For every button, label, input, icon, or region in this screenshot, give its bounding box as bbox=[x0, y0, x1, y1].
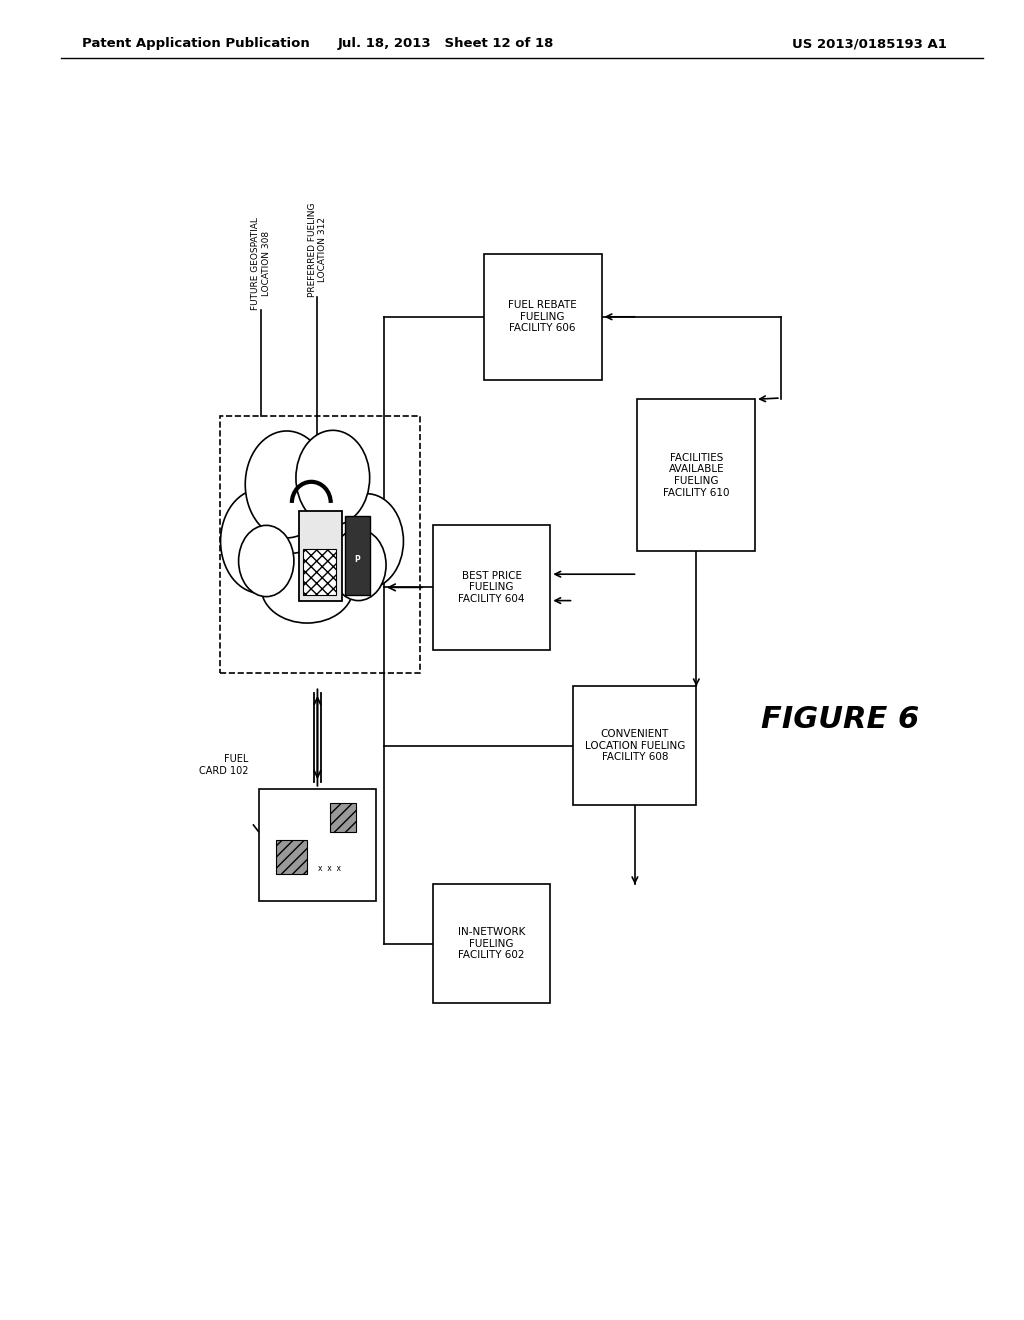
Ellipse shape bbox=[239, 525, 294, 597]
FancyBboxPatch shape bbox=[573, 686, 696, 805]
FancyBboxPatch shape bbox=[276, 840, 307, 874]
Ellipse shape bbox=[250, 457, 365, 605]
Ellipse shape bbox=[220, 488, 302, 594]
Ellipse shape bbox=[261, 552, 353, 623]
Text: US 2013/0185193 A1: US 2013/0185193 A1 bbox=[793, 37, 947, 50]
Text: CONVENIENT
LOCATION FUELING
FACILITY 608: CONVENIENT LOCATION FUELING FACILITY 608 bbox=[585, 729, 685, 763]
Ellipse shape bbox=[296, 430, 370, 525]
FancyBboxPatch shape bbox=[299, 511, 342, 601]
Text: Jul. 18, 2013   Sheet 12 of 18: Jul. 18, 2013 Sheet 12 of 18 bbox=[337, 37, 554, 50]
Text: FUTURE GEOSPATIAL
LOCATION 308: FUTURE GEOSPATIAL LOCATION 308 bbox=[252, 218, 270, 310]
Text: FUEL
CARD 102: FUEL CARD 102 bbox=[199, 754, 248, 776]
FancyBboxPatch shape bbox=[345, 516, 370, 595]
FancyBboxPatch shape bbox=[637, 399, 756, 552]
Text: FACILITIES
AVAILABLE
FUELING
FACILITY 610: FACILITIES AVAILABLE FUELING FACILITY 61… bbox=[664, 453, 729, 498]
FancyBboxPatch shape bbox=[432, 884, 551, 1003]
Text: FUEL REBATE
FUELING
FACILITY 606: FUEL REBATE FUELING FACILITY 606 bbox=[508, 300, 578, 334]
Text: IN-NETWORK
FUELING
FACILITY 602: IN-NETWORK FUELING FACILITY 602 bbox=[458, 927, 525, 961]
Text: BEST PRICE
FUELING
FACILITY 604: BEST PRICE FUELING FACILITY 604 bbox=[459, 570, 524, 605]
Ellipse shape bbox=[330, 494, 403, 589]
Ellipse shape bbox=[246, 430, 328, 539]
Text: P: P bbox=[354, 556, 360, 564]
FancyBboxPatch shape bbox=[303, 549, 336, 595]
FancyBboxPatch shape bbox=[330, 803, 356, 832]
Ellipse shape bbox=[331, 529, 386, 601]
FancyBboxPatch shape bbox=[432, 524, 551, 649]
Text: FIGURE 6: FIGURE 6 bbox=[761, 705, 919, 734]
Text: x  x  x: x x x bbox=[318, 865, 341, 873]
Text: PREFERRED FUELING
LOCATION 312: PREFERRED FUELING LOCATION 312 bbox=[308, 202, 327, 297]
Text: Patent Application Publication: Patent Application Publication bbox=[82, 37, 309, 50]
FancyBboxPatch shape bbox=[484, 253, 602, 380]
FancyBboxPatch shape bbox=[258, 788, 377, 900]
